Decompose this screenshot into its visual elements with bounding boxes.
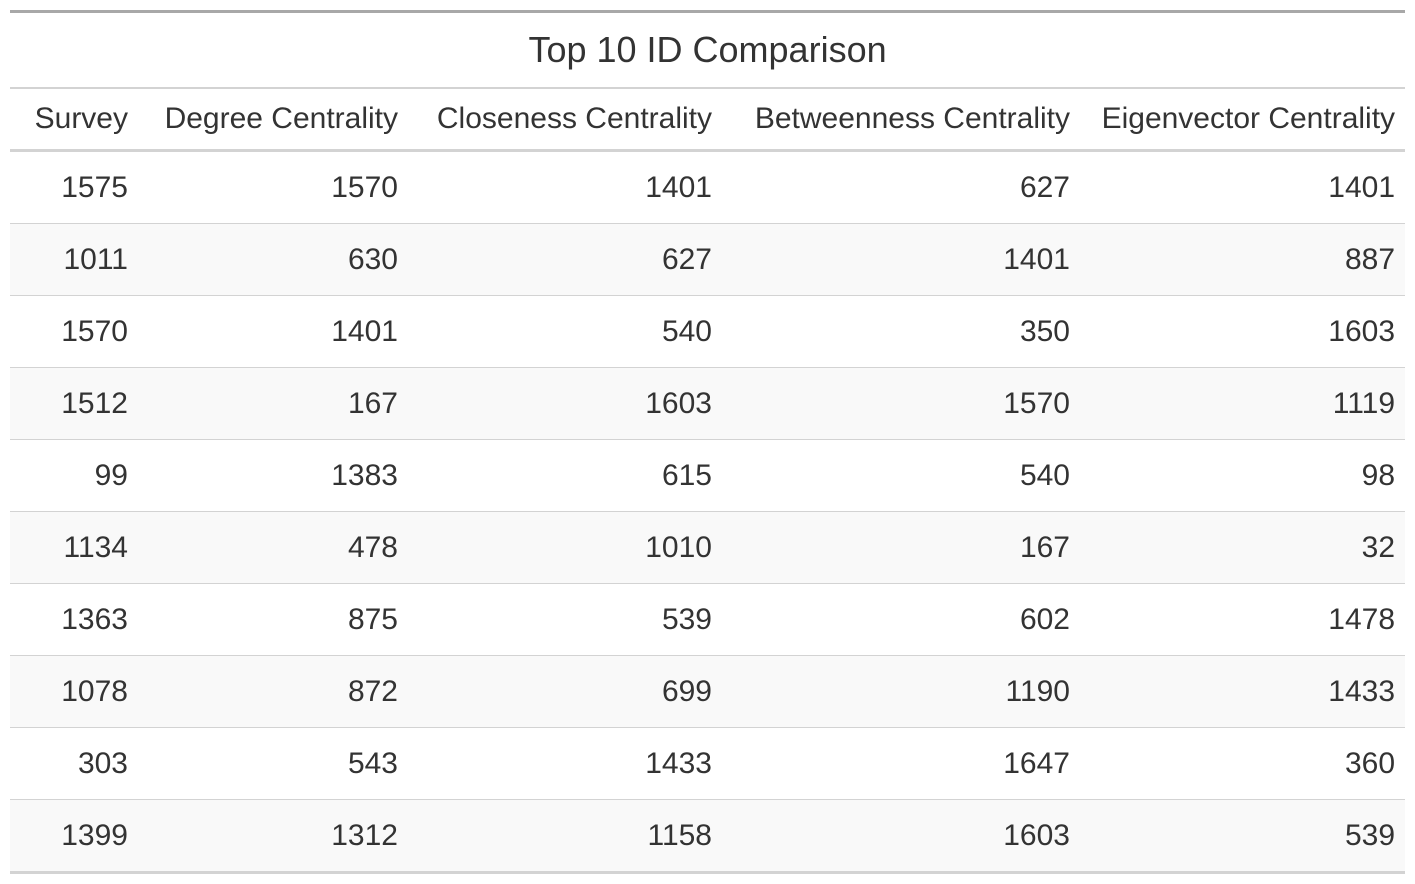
cell-survey: 1078 [10, 655, 138, 728]
table-row: 1399 1312 1158 1603 539 [10, 799, 1406, 874]
cell-survey: 1011 [10, 223, 138, 296]
table-row: 1512 167 1603 1570 1119 [10, 367, 1406, 440]
table-title-row: Top 10 ID Comparison [10, 10, 1406, 89]
cell-survey: 303 [10, 727, 138, 800]
cell-survey: 99 [10, 439, 138, 512]
cell-closeness-centrality: 699 [408, 655, 722, 728]
comparison-table-container: Top 10 ID Comparison Survey Degree Centr… [10, 10, 1406, 874]
cell-survey: 1363 [10, 583, 138, 656]
cell-closeness-centrality: 540 [408, 295, 722, 368]
cell-survey: 1575 [10, 150, 138, 224]
cell-eigenvector-centrality: 360 [1080, 727, 1406, 800]
cell-degree-centrality: 1570 [138, 150, 408, 224]
cell-eigenvector-centrality: 98 [1080, 439, 1406, 512]
cell-betweenness-centrality: 350 [722, 295, 1080, 368]
cell-eigenvector-centrality: 32 [1080, 511, 1406, 584]
table-row: 99 1383 615 540 98 [10, 439, 1406, 512]
cell-closeness-centrality: 1603 [408, 367, 722, 440]
cell-eigenvector-centrality: 1603 [1080, 295, 1406, 368]
column-header-closeness-centrality: Closeness Centrality [408, 88, 722, 152]
table-header-row: Survey Degree Centrality Closeness Centr… [10, 88, 1406, 152]
cell-survey: 1399 [10, 799, 138, 874]
cell-closeness-centrality: 627 [408, 223, 722, 296]
cell-betweenness-centrality: 540 [722, 439, 1080, 512]
table-body: 1575 1570 1401 627 1401 1011 630 627 1401 887 1570… [10, 150, 1406, 874]
column-header-eigenvector-centrality: Eigenvector Centrality [1080, 88, 1406, 152]
cell-closeness-centrality: 1010 [408, 511, 722, 584]
cell-betweenness-centrality: 1570 [722, 367, 1080, 440]
cell-survey: 1134 [10, 511, 138, 584]
cell-eigenvector-centrality: 887 [1080, 223, 1406, 296]
cell-betweenness-centrality: 167 [722, 511, 1080, 584]
cell-eigenvector-centrality: 1119 [1080, 367, 1406, 440]
cell-survey: 1570 [10, 295, 138, 368]
cell-betweenness-centrality: 602 [722, 583, 1080, 656]
cell-degree-centrality: 1312 [138, 799, 408, 874]
table-row: 1134 478 1010 167 32 [10, 511, 1406, 584]
cell-eigenvector-centrality: 1401 [1080, 150, 1406, 224]
cell-degree-centrality: 1401 [138, 295, 408, 368]
cell-betweenness-centrality: 627 [722, 150, 1080, 224]
table-row: 1363 875 539 602 1478 [10, 583, 1406, 656]
cell-degree-centrality: 875 [138, 583, 408, 656]
cell-betweenness-centrality: 1647 [722, 727, 1080, 800]
table-row: 1078 872 699 1190 1433 [10, 655, 1406, 728]
cell-degree-centrality: 872 [138, 655, 408, 728]
table-row: 303 543 1433 1647 360 [10, 727, 1406, 800]
table-row: 1575 1570 1401 627 1401 [10, 150, 1406, 224]
cell-degree-centrality: 167 [138, 367, 408, 440]
cell-eigenvector-centrality: 1478 [1080, 583, 1406, 656]
cell-betweenness-centrality: 1190 [722, 655, 1080, 728]
cell-eigenvector-centrality: 539 [1080, 799, 1406, 874]
table-row: 1570 1401 540 350 1603 [10, 295, 1406, 368]
table-title: Top 10 ID Comparison [10, 10, 1406, 89]
cell-closeness-centrality: 1401 [408, 150, 722, 224]
comparison-table: Top 10 ID Comparison Survey Degree Centr… [10, 10, 1406, 874]
cell-degree-centrality: 478 [138, 511, 408, 584]
cell-degree-centrality: 630 [138, 223, 408, 296]
cell-closeness-centrality: 1158 [408, 799, 722, 874]
cell-closeness-centrality: 1433 [408, 727, 722, 800]
cell-eigenvector-centrality: 1433 [1080, 655, 1406, 728]
cell-betweenness-centrality: 1603 [722, 799, 1080, 874]
cell-betweenness-centrality: 1401 [722, 223, 1080, 296]
column-header-survey: Survey [10, 88, 138, 152]
column-header-betweenness-centrality: Betweenness Centrality [722, 88, 1080, 152]
cell-closeness-centrality: 539 [408, 583, 722, 656]
cell-degree-centrality: 543 [138, 727, 408, 800]
cell-degree-centrality: 1383 [138, 439, 408, 512]
cell-survey: 1512 [10, 367, 138, 440]
column-header-degree-centrality: Degree Centrality [138, 88, 408, 152]
cell-closeness-centrality: 615 [408, 439, 722, 512]
table-row: 1011 630 627 1401 887 [10, 223, 1406, 296]
